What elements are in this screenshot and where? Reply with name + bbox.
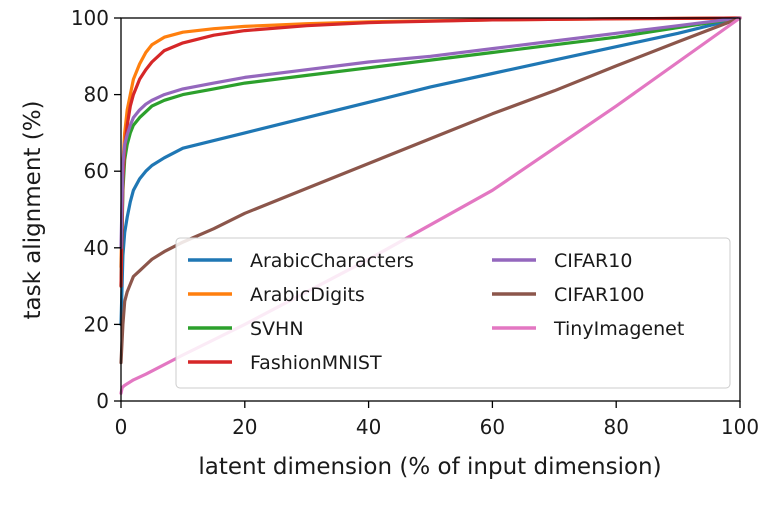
legend-label: SVHN [250, 318, 304, 340]
x-tick-label: 60 [480, 415, 505, 439]
y-tick-label: 20 [84, 312, 109, 336]
series-line-cifar10 [119, 16, 742, 250]
y-tick-label: 80 [84, 83, 109, 107]
x-tick-label: 20 [232, 415, 257, 439]
legend-label: FashionMNIST [250, 352, 382, 374]
plot-frame [120, 17, 741, 402]
y-axis-title: task alignment (%) [20, 100, 46, 319]
legend-label: ArabicDigits [250, 284, 365, 306]
x-axis-title: latent dimension (% of input dimension) [198, 454, 661, 480]
legend-label: CIFAR10 [554, 250, 632, 272]
x-tick-label: 40 [356, 415, 381, 439]
axes-layer: 0 20 40 60 80 100 0 20 40 60 80 100 [71, 6, 759, 439]
series-line-svhn [119, 16, 742, 288]
y-tick-label: 40 [84, 236, 109, 260]
x-tick-label: 80 [603, 415, 628, 439]
legend-box [175, 237, 731, 389]
x-tick-label: 0 [115, 415, 128, 439]
y-tick-label: 60 [84, 159, 109, 183]
legend: ArabicCharacters ArabicDigits SVHN FashionM… [175, 237, 731, 389]
x-tick-label: 100 [721, 415, 759, 439]
series-line-fashionmnist [119, 16, 742, 288]
y-tick-label: 0 [96, 389, 109, 413]
series-line-arabiccharacters [119, 16, 742, 326]
legend-label: ArabicCharacters [250, 250, 414, 272]
series-line-tinyimagenet [119, 16, 742, 395]
legend-label: CIFAR100 [554, 284, 645, 306]
y-tick-label: 100 [71, 6, 109, 30]
legend-label: TinyImagenet [553, 318, 684, 340]
